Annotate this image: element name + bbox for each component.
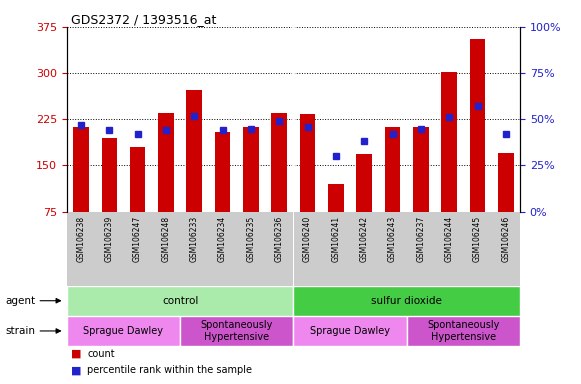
Text: GSM106244: GSM106244 [444,215,454,262]
Bar [271,113,287,258]
Text: control: control [162,296,198,306]
Text: Sprague Dawley: Sprague Dawley [84,326,163,336]
Bar [407,316,520,346]
Text: strain: strain [5,326,35,336]
Text: GDS2372 / 1393516_at: GDS2372 / 1393516_at [71,13,217,26]
Text: count: count [87,349,115,359]
Text: ■: ■ [71,365,82,375]
Bar [158,113,174,258]
Bar [187,90,202,258]
Bar [67,316,180,346]
Bar [356,154,372,258]
Text: GSM106246: GSM106246 [501,215,510,262]
Bar [328,184,344,258]
Bar [180,316,293,346]
Text: Spontaneously
Hypertensive: Spontaneously Hypertensive [427,320,500,342]
Bar [442,72,457,258]
Text: sulfur dioxide: sulfur dioxide [371,296,442,306]
Bar [300,114,315,258]
Text: GSM106236: GSM106236 [275,215,284,262]
Text: GSM106247: GSM106247 [133,215,142,262]
Text: ■: ■ [71,349,82,359]
Bar [215,132,231,258]
Text: agent: agent [5,296,35,306]
Bar [385,127,400,258]
Text: GSM106240: GSM106240 [303,215,312,262]
Bar [413,127,429,258]
Text: GSM106235: GSM106235 [246,215,256,262]
Text: Sprague Dawley: Sprague Dawley [310,326,390,336]
Text: GSM106238: GSM106238 [77,215,85,262]
Text: GSM106239: GSM106239 [105,215,114,262]
Text: GSM106248: GSM106248 [162,215,170,262]
Text: Spontaneously
Hypertensive: Spontaneously Hypertensive [200,320,273,342]
Bar [73,127,89,258]
Text: GSM106237: GSM106237 [417,215,425,262]
Bar [293,316,407,346]
Text: percentile rank within the sample: percentile rank within the sample [87,365,252,375]
Bar [67,286,293,316]
Text: GSM106241: GSM106241 [331,215,340,262]
Bar [130,147,145,258]
Text: GSM106243: GSM106243 [388,215,397,262]
Text: GSM106234: GSM106234 [218,215,227,262]
Bar [293,286,520,316]
Bar [498,153,514,258]
Text: GSM106233: GSM106233 [190,215,199,262]
Bar [469,38,485,258]
Bar [102,138,117,258]
Bar [243,127,259,258]
Text: GSM106245: GSM106245 [473,215,482,262]
Bar [293,212,294,286]
Text: GSM106242: GSM106242 [360,215,369,262]
